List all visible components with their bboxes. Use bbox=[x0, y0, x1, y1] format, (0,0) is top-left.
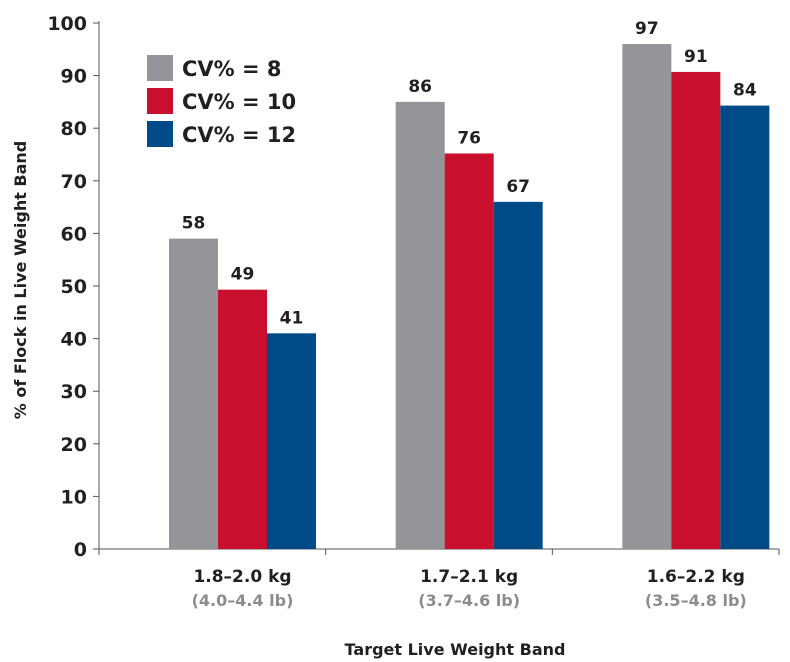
x-category-label: 1.6–2.2 kg bbox=[647, 567, 745, 587]
y-tick-label: 20 bbox=[61, 434, 87, 456]
y-tick-label: 10 bbox=[61, 486, 87, 508]
bar bbox=[169, 238, 218, 549]
data-label: 49 bbox=[231, 265, 255, 285]
y-tick-label: 70 bbox=[61, 171, 87, 193]
data-label: 41 bbox=[280, 308, 304, 328]
data-label: 86 bbox=[408, 77, 432, 97]
y-tick-label: 100 bbox=[47, 13, 87, 35]
y-tick-label: 0 bbox=[74, 539, 87, 561]
y-tick-label: 40 bbox=[61, 329, 87, 351]
legend-label: CV% = 12 bbox=[182, 123, 296, 147]
legend-swatch bbox=[147, 88, 173, 114]
legend-swatch bbox=[147, 55, 173, 81]
y-tick-label: 60 bbox=[61, 223, 87, 245]
x-category-label: 1.8–2.0 kg bbox=[193, 567, 291, 587]
legend-label: CV% = 10 bbox=[182, 90, 296, 114]
data-label: 97 bbox=[635, 19, 659, 39]
y-tick-label: 30 bbox=[61, 381, 87, 403]
x-axis-label: Target Live Weight Band bbox=[345, 640, 566, 659]
bar bbox=[493, 201, 543, 549]
y-tick-label: 80 bbox=[61, 118, 87, 140]
bar bbox=[218, 289, 267, 549]
data-label: 58 bbox=[182, 214, 206, 234]
axes: 0 10 20 30 40 50 60 70 80 90 100 1.8–2.0 kg (4.0–4.4… bbox=[47, 13, 780, 610]
bars: 58 49 41 86 76 67 97 91 84 bbox=[169, 19, 770, 550]
x-category-sublabel: (4.0–4.4 lb) bbox=[192, 591, 294, 610]
x-category-label: 1.7–2.1 kg bbox=[420, 567, 518, 587]
legend-label: CV% = 8 bbox=[182, 57, 282, 81]
x-category-sublabel: (3.7–4.6 lb) bbox=[418, 591, 520, 610]
x-category-sublabel: (3.5–4.8 lb) bbox=[645, 591, 747, 610]
data-label: 67 bbox=[506, 177, 530, 197]
data-label: 84 bbox=[733, 81, 757, 101]
bar bbox=[267, 333, 316, 549]
y-axis-label: % of Flock in Live Weight Band bbox=[11, 141, 30, 420]
data-label: 91 bbox=[684, 47, 708, 67]
y-tick-label: 90 bbox=[61, 66, 87, 88]
y-tick-label: 50 bbox=[61, 276, 87, 298]
bar bbox=[720, 105, 770, 549]
data-label: 76 bbox=[457, 128, 481, 148]
bar bbox=[671, 71, 721, 549]
bar bbox=[622, 44, 672, 549]
legend: CV% = 8 CV% = 10 CV% = 12 bbox=[147, 55, 296, 147]
bar bbox=[444, 153, 494, 549]
legend-swatch bbox=[147, 121, 173, 147]
bar bbox=[395, 101, 445, 550]
